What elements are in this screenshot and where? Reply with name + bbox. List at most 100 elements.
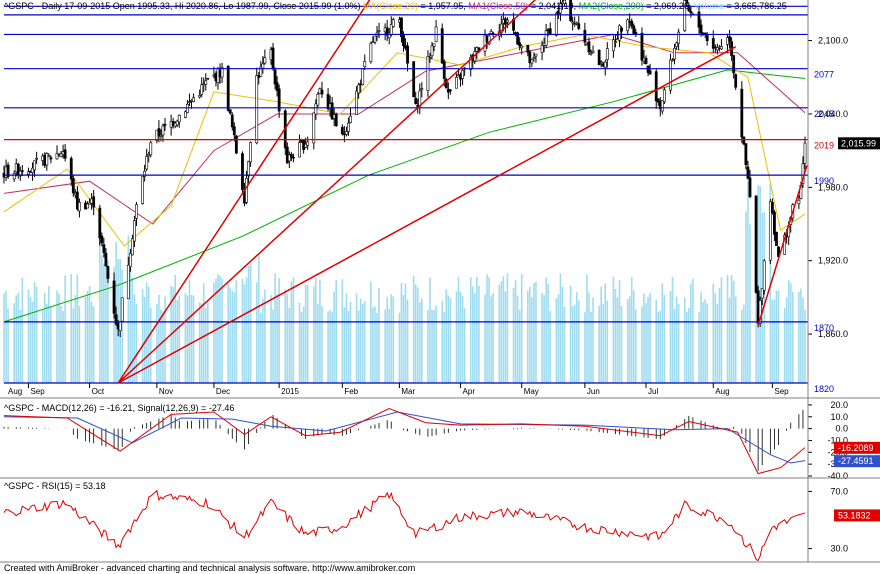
- volume-bar: [192, 295, 195, 383]
- level-label: 2077: [814, 70, 834, 80]
- volume-bar: [698, 311, 700, 383]
- volume-bar: [213, 282, 215, 383]
- volume-bar: [235, 280, 238, 383]
- price-candle: [506, 19, 509, 23]
- price-candle: [640, 32, 644, 61]
- price-candle: [483, 35, 487, 52]
- price-candle: [597, 49, 601, 66]
- volume-bar: [645, 302, 647, 383]
- date-axis: Aug Sep Oct Nov Dec 2015 Feb Mar Apr May Jun Jul Aug…: [8, 383, 789, 396]
- price-tick-label: 2,040.0: [818, 109, 848, 119]
- rsi-line: [3, 489, 806, 562]
- volume-bar: [56, 290, 58, 383]
- price-candle: [220, 67, 224, 78]
- volume-bar: [800, 288, 802, 383]
- volume-bar: [549, 310, 552, 383]
- volume-bar: [712, 283, 715, 383]
- volume-bar: [469, 277, 472, 383]
- volume-bar: [149, 307, 152, 383]
- volume-bar: [345, 293, 348, 383]
- volume-bar: [714, 293, 717, 383]
- price-candle: [754, 195, 758, 293]
- volume-bar: [492, 293, 494, 383]
- rsi-tag-box: [834, 509, 880, 522]
- volume-bar: [300, 312, 303, 383]
- volume-bar: [147, 286, 150, 383]
- price-candle: [432, 43, 436, 47]
- volume-bar: [771, 299, 774, 383]
- price-candle: [143, 170, 147, 177]
- volume-bar: [98, 233, 101, 383]
- volume-bar: [449, 297, 452, 383]
- volume-bar: [441, 300, 444, 383]
- volume-bar: [520, 274, 523, 383]
- volume-bar: [657, 311, 660, 383]
- volume-bar: [692, 278, 694, 383]
- price-tick-label: 2,100.0: [818, 36, 848, 46]
- volume-bar: [7, 308, 9, 383]
- price-candle: [605, 48, 609, 61]
- volume-bar: [70, 274, 73, 383]
- volume-bar: [272, 309, 274, 383]
- volume-bar: [264, 289, 266, 383]
- volume-bar: [174, 274, 177, 383]
- volume-bar: [207, 302, 209, 383]
- volume-bar: [688, 307, 690, 383]
- volume-bar: [241, 278, 244, 383]
- price-candle: [326, 93, 330, 110]
- volume-bar: [135, 303, 138, 383]
- price-candle: [55, 153, 59, 160]
- horizontal-levels: 2077 2045 2019 1990 1870 1820: [4, 5, 834, 394]
- date-tick-label: 2015: [281, 387, 299, 396]
- price-candle: [660, 100, 664, 112]
- price-candle: [177, 115, 181, 123]
- volume-bar: [726, 275, 729, 383]
- price-candle: [289, 154, 293, 158]
- volume-bar: [43, 293, 46, 383]
- price-tag-box: [838, 137, 880, 150]
- date-tick-label: Jul: [648, 387, 658, 396]
- volume-bar: [557, 294, 560, 383]
- price-candle: [361, 68, 365, 86]
- volume-bar: [459, 291, 462, 383]
- price-candle: [773, 211, 776, 235]
- price-candle: [577, 23, 581, 29]
- volume-bar: [286, 294, 289, 383]
- volume-bar: [343, 307, 346, 383]
- price-candle: [88, 202, 92, 205]
- volume-bar: [671, 276, 674, 383]
- trend-line: [117, 0, 371, 384]
- volume-bar: [484, 294, 486, 383]
- volume-bar: [416, 287, 419, 383]
- price-candle: [489, 31, 493, 34]
- volume-bar: [319, 279, 321, 383]
- price-candle: [400, 17, 403, 38]
- volume-bar: [398, 312, 401, 383]
- volume-bar: [219, 275, 221, 383]
- volume-bar: [745, 211, 747, 383]
- volume-bar: [204, 307, 207, 383]
- price-candle: [314, 103, 318, 115]
- price-candle: [758, 300, 762, 324]
- price-candle: [614, 41, 617, 43]
- volume-bar: [804, 309, 806, 383]
- price-candle: [304, 143, 308, 148]
- price-candle: [102, 244, 106, 253]
- volume-bar: [276, 294, 278, 383]
- price-candle: [532, 57, 536, 59]
- volume-bar: [31, 301, 34, 383]
- price-candle: [744, 143, 748, 166]
- price-candle: [715, 47, 719, 51]
- price-candle: [27, 171, 30, 175]
- volume-bar: [435, 305, 437, 383]
- date-tick-label: Sep: [30, 387, 45, 396]
- level-label: 1990: [814, 176, 834, 186]
- price-candle: [768, 201, 772, 261]
- price-candle: [620, 27, 623, 32]
- volume-bar: [78, 305, 81, 383]
- price-candle: [760, 288, 764, 299]
- volume-bar: [741, 309, 743, 383]
- volume-bar: [747, 181, 749, 383]
- price-candle: [591, 50, 595, 53]
- price-candle: [499, 23, 503, 33]
